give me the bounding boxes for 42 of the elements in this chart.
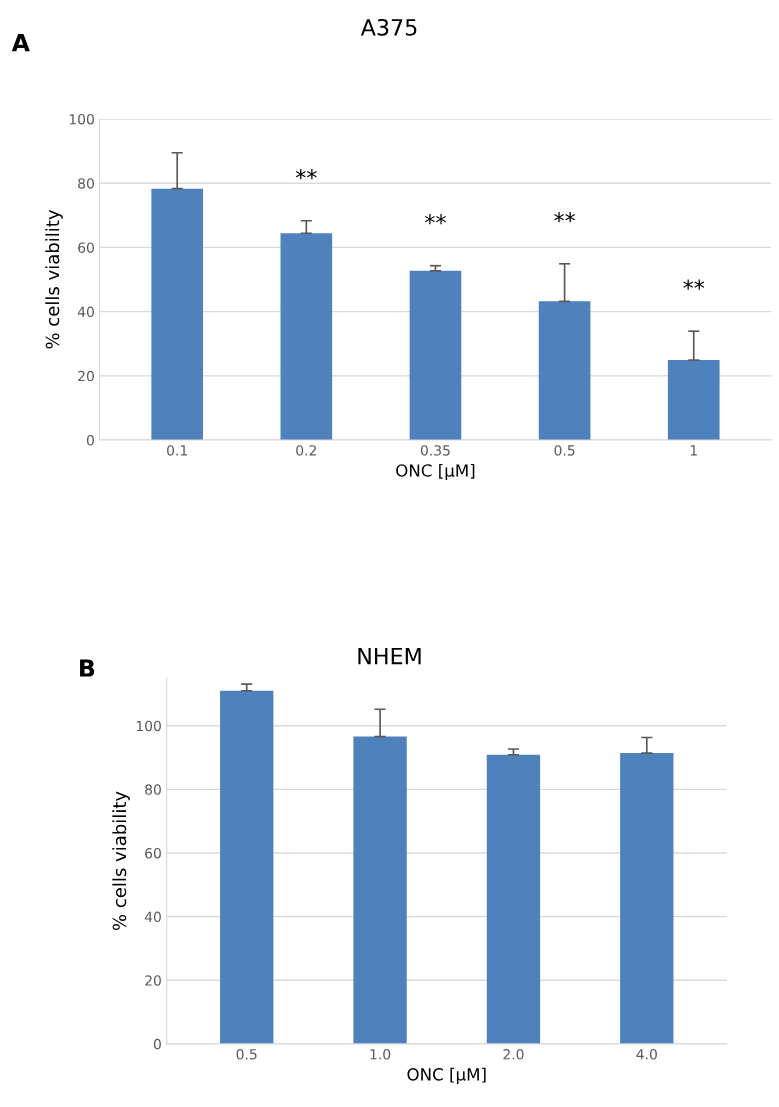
bar xyxy=(220,690,274,1044)
chart-title: A375 xyxy=(360,18,417,36)
text: A xyxy=(11,33,30,52)
y-tick-label: 100 xyxy=(136,720,161,732)
y-tick-label: 60 xyxy=(78,242,94,253)
y-tick-label: 60 xyxy=(145,847,161,859)
y-tick-label: 20 xyxy=(145,975,161,986)
annotation: ** xyxy=(554,212,576,223)
x-axis-title: ONC [µM] xyxy=(407,1067,486,1084)
x-tick-label: 1.0 xyxy=(370,1049,391,1060)
bar xyxy=(667,360,720,441)
bar xyxy=(538,301,591,441)
y-axis-title: % cells viability xyxy=(112,791,130,931)
y-tick-label: 80 xyxy=(78,178,94,189)
x-tick-label: 0.2 xyxy=(296,445,316,456)
y-tick-label: 40 xyxy=(144,911,161,923)
x-tick-label: 4.0 xyxy=(636,1049,657,1060)
annotation: ** xyxy=(425,214,446,225)
annotation: ** xyxy=(295,169,317,180)
x-tick-label: 1 xyxy=(690,445,697,456)
x-tick-label: 0.5 xyxy=(554,445,575,456)
bar xyxy=(409,270,462,441)
annotation: ** xyxy=(683,279,705,290)
y-tick-label: 0 xyxy=(153,1038,161,1050)
bar xyxy=(151,188,204,441)
text: B xyxy=(80,659,95,677)
x-axis-title: ONC [µM] xyxy=(396,463,475,481)
x-tick-label: 0.1 xyxy=(167,445,187,456)
x-tick-label: 2.0 xyxy=(503,1049,524,1060)
y-tick-label: 80 xyxy=(145,784,161,795)
y-tick-label: 40 xyxy=(77,306,94,318)
bar xyxy=(353,736,407,1044)
chart-title: NHEM xyxy=(358,648,421,665)
y-tick-label: 20 xyxy=(78,370,94,382)
bar xyxy=(620,753,674,1044)
y-axis-title: % cells viability xyxy=(45,209,63,349)
x-tick-label: 0.35 xyxy=(420,445,450,456)
x-tick-label: 0.5 xyxy=(236,1049,257,1060)
y-tick-label: 100 xyxy=(69,113,94,125)
y-tick-label: 0 xyxy=(86,435,94,446)
bar xyxy=(486,754,541,1044)
bar xyxy=(280,233,333,441)
